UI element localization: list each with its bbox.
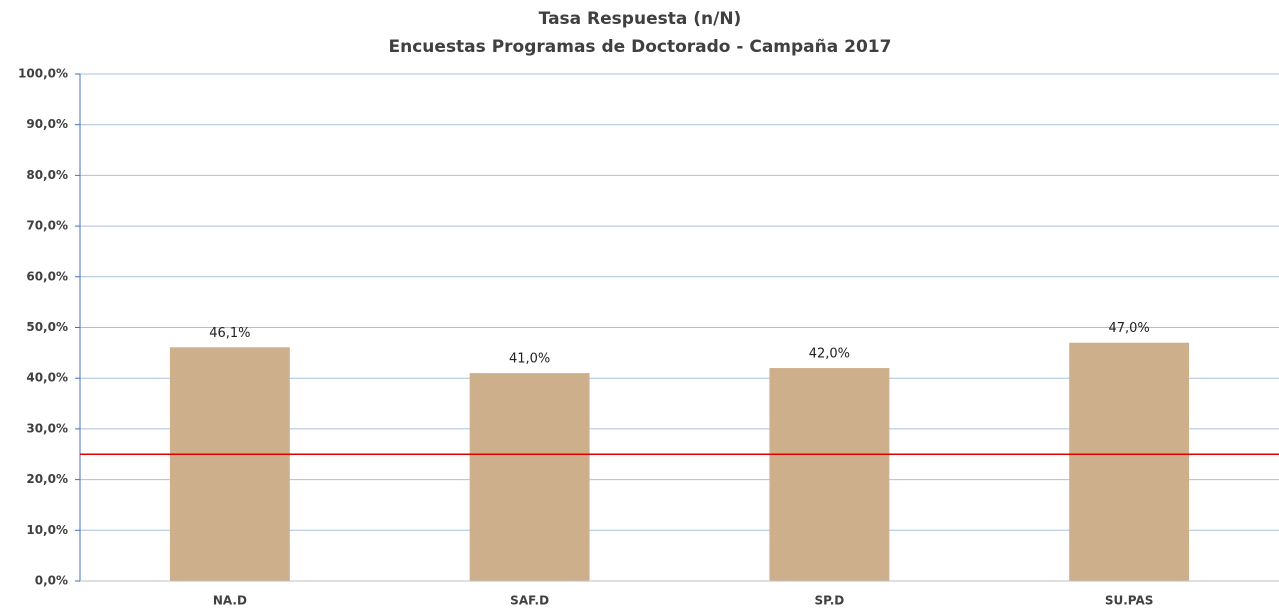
chart-title: Tasa Respuesta (n/N) bbox=[539, 9, 742, 29]
y-tick-label: 50,0% bbox=[26, 320, 68, 334]
y-tick-label: 80,0% bbox=[26, 168, 68, 182]
value-label: 42,0% bbox=[809, 347, 850, 362]
y-tick-label: 40,0% bbox=[26, 371, 68, 385]
x-tick-label: SP.D bbox=[814, 594, 844, 608]
y-tick-label: 70,0% bbox=[26, 219, 68, 233]
bar bbox=[469, 373, 590, 581]
value-label: 41,0% bbox=[509, 352, 550, 367]
bar bbox=[769, 368, 890, 581]
y-tick-label: 0,0% bbox=[35, 574, 68, 588]
y-tick-label: 60,0% bbox=[26, 269, 68, 283]
chart-subtitle: Encuestas Programas de Doctorado - Campa… bbox=[389, 37, 892, 57]
y-tick-label: 10,0% bbox=[26, 523, 68, 537]
y-tick-label: 30,0% bbox=[26, 421, 68, 435]
y-tick-label: 20,0% bbox=[26, 472, 68, 486]
x-tick-label: NA.D bbox=[213, 594, 247, 608]
bar bbox=[1069, 342, 1190, 581]
x-tick-label: SU.PAS bbox=[1105, 594, 1154, 608]
bar bbox=[169, 347, 290, 581]
value-label: 47,0% bbox=[1108, 321, 1149, 336]
x-tick-label: SAF.D bbox=[510, 594, 549, 608]
value-label: 46,1% bbox=[209, 326, 250, 341]
y-tick-label: 100,0% bbox=[18, 67, 68, 81]
y-tick-label: 90,0% bbox=[26, 117, 68, 131]
